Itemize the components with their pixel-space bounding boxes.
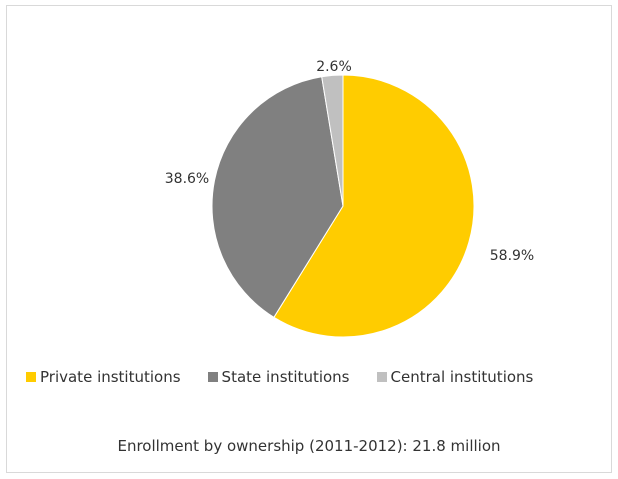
chart-caption: Enrollment by ownership (2011-2012): 21.… bbox=[117, 437, 501, 455]
chart-frame bbox=[6, 5, 612, 473]
legend-item-state: State institutions bbox=[207, 368, 350, 386]
legend-swatch-private bbox=[26, 372, 36, 382]
legend-label-private: Private institutions bbox=[40, 368, 181, 386]
legend-item-private: Private institutions bbox=[26, 368, 181, 386]
legend-label-state: State institutions bbox=[221, 368, 350, 386]
legend-swatch-state bbox=[207, 372, 218, 382]
legend-item-central: Central institutions bbox=[376, 368, 534, 386]
legend-swatch-central bbox=[376, 372, 387, 382]
data-label-private: 58.9% bbox=[490, 248, 534, 264]
pie-slice-state bbox=[211, 76, 344, 318]
pie-slice-private bbox=[273, 74, 475, 338]
legend-label-central: Central institutions bbox=[390, 368, 534, 386]
legend: Private institutions State institutions … bbox=[26, 368, 533, 386]
data-label-state: 38.6% bbox=[165, 171, 209, 187]
data-label-central: 2.6% bbox=[316, 59, 352, 75]
pie-slice-central bbox=[321, 74, 344, 207]
